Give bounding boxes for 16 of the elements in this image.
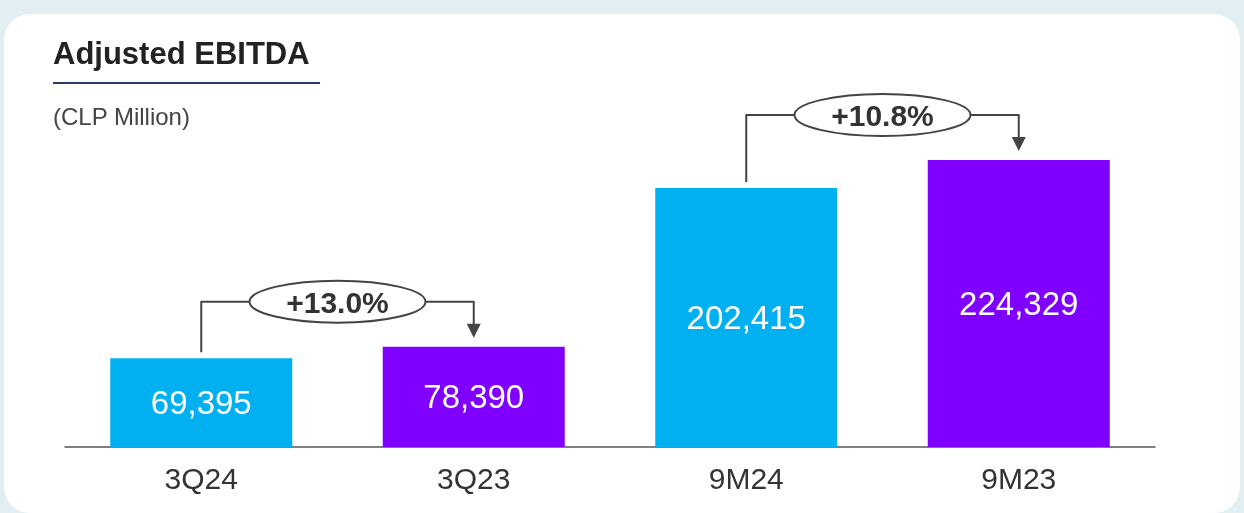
chart-subtitle: (CLP Million) [53,103,190,131]
x-tick-label: 9M24 [708,461,784,495]
data-label: 78,390 [423,378,525,416]
data-label: 224,329 [959,285,1079,322]
bar [655,188,838,447]
bar [927,160,1110,447]
x-tick-label: 3Q24 [164,461,238,495]
x-tick-label: 9M23 [981,461,1057,495]
bar [110,358,293,447]
chart-title: Adjusted EBITDA [53,36,320,84]
data-label: 69,395 [150,384,252,422]
bar [382,346,565,447]
x-tick-label: 3Q23 [437,461,511,495]
annotation: +13.0% [286,285,389,319]
text: +10.8% [831,99,934,132]
data-label: 202,415 [686,299,806,337]
